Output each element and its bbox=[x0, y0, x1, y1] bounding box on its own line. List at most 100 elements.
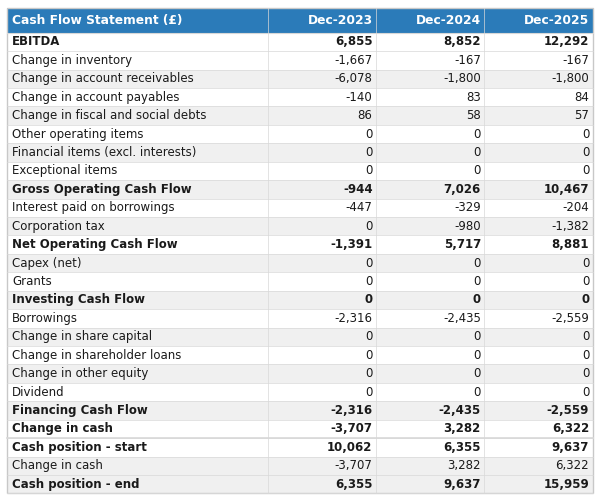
Text: -1,667: -1,667 bbox=[334, 54, 373, 67]
Text: Change in fiscal and social debts: Change in fiscal and social debts bbox=[12, 109, 206, 122]
Text: 0: 0 bbox=[473, 128, 481, 141]
Bar bbox=[484, 456, 593, 475]
Bar bbox=[268, 180, 376, 198]
Text: 83: 83 bbox=[466, 91, 481, 104]
Bar bbox=[7, 198, 268, 217]
Text: -140: -140 bbox=[346, 91, 373, 104]
Text: -6,078: -6,078 bbox=[335, 72, 373, 85]
Bar bbox=[376, 365, 484, 383]
Text: -3,707: -3,707 bbox=[335, 459, 373, 472]
Text: 7,026: 7,026 bbox=[443, 183, 481, 196]
Bar bbox=[376, 254, 484, 273]
Text: 0: 0 bbox=[582, 146, 589, 159]
Bar bbox=[376, 125, 484, 143]
Bar bbox=[484, 33, 593, 51]
Bar bbox=[376, 456, 484, 475]
Text: Change in other equity: Change in other equity bbox=[12, 367, 148, 380]
Bar bbox=[376, 383, 484, 401]
Text: 0: 0 bbox=[365, 220, 373, 233]
Bar bbox=[484, 475, 593, 493]
Bar bbox=[484, 125, 593, 143]
Bar bbox=[7, 328, 268, 346]
Text: -2,559: -2,559 bbox=[547, 404, 589, 417]
Bar bbox=[484, 198, 593, 217]
Bar bbox=[7, 235, 268, 254]
Bar bbox=[484, 107, 593, 125]
Bar bbox=[484, 291, 593, 309]
Bar bbox=[376, 309, 484, 328]
Bar bbox=[7, 383, 268, 401]
Text: -1,382: -1,382 bbox=[551, 220, 589, 233]
Text: 0: 0 bbox=[473, 349, 481, 362]
Text: 3,282: 3,282 bbox=[448, 459, 481, 472]
Text: 0: 0 bbox=[365, 257, 373, 270]
Bar bbox=[268, 51, 376, 70]
Text: Grants: Grants bbox=[12, 275, 52, 288]
Bar bbox=[376, 475, 484, 493]
Text: 15,959: 15,959 bbox=[544, 478, 589, 491]
Text: 0: 0 bbox=[365, 386, 373, 399]
Bar bbox=[376, 8, 484, 33]
Bar bbox=[7, 456, 268, 475]
Bar bbox=[268, 235, 376, 254]
Text: 58: 58 bbox=[466, 109, 481, 122]
Text: Cash position - end: Cash position - end bbox=[12, 478, 139, 491]
Text: Exceptional items: Exceptional items bbox=[12, 164, 118, 177]
Bar bbox=[268, 291, 376, 309]
Text: Cash position - start: Cash position - start bbox=[12, 441, 147, 454]
Bar bbox=[7, 180, 268, 198]
Text: -167: -167 bbox=[454, 54, 481, 67]
Bar bbox=[376, 143, 484, 162]
Text: 0: 0 bbox=[582, 128, 589, 141]
Text: 86: 86 bbox=[358, 109, 373, 122]
Bar bbox=[268, 383, 376, 401]
Text: EBITDA: EBITDA bbox=[12, 36, 61, 49]
Bar bbox=[484, 309, 593, 328]
Bar bbox=[268, 328, 376, 346]
Text: -1,391: -1,391 bbox=[331, 238, 373, 251]
Text: 0: 0 bbox=[365, 367, 373, 380]
Bar bbox=[7, 88, 268, 107]
Text: Cash Flow Statement (£): Cash Flow Statement (£) bbox=[12, 14, 182, 27]
Text: 84: 84 bbox=[574, 91, 589, 104]
Text: 0: 0 bbox=[365, 275, 373, 288]
Bar bbox=[484, 401, 593, 420]
Bar bbox=[376, 33, 484, 51]
Text: 0: 0 bbox=[582, 164, 589, 177]
Text: 6,355: 6,355 bbox=[443, 441, 481, 454]
Bar bbox=[484, 254, 593, 273]
Text: 0: 0 bbox=[473, 330, 481, 343]
Bar bbox=[268, 88, 376, 107]
Bar bbox=[484, 162, 593, 180]
Text: 0: 0 bbox=[365, 146, 373, 159]
Bar bbox=[268, 420, 376, 438]
Text: 0: 0 bbox=[473, 275, 481, 288]
Text: Financial items (excl. interests): Financial items (excl. interests) bbox=[12, 146, 196, 159]
Text: -2,316: -2,316 bbox=[335, 312, 373, 325]
Text: 0: 0 bbox=[364, 294, 373, 307]
Bar bbox=[7, 475, 268, 493]
Text: 9,637: 9,637 bbox=[443, 478, 481, 491]
Text: 0: 0 bbox=[582, 367, 589, 380]
Text: 0: 0 bbox=[582, 330, 589, 343]
Bar bbox=[376, 198, 484, 217]
Text: 6,855: 6,855 bbox=[335, 36, 373, 49]
Text: Dec-2024: Dec-2024 bbox=[416, 14, 481, 27]
Text: 0: 0 bbox=[582, 386, 589, 399]
Text: -204: -204 bbox=[562, 201, 589, 214]
Bar bbox=[7, 217, 268, 235]
Bar bbox=[484, 143, 593, 162]
Bar bbox=[7, 365, 268, 383]
Bar bbox=[268, 33, 376, 51]
Text: 3,282: 3,282 bbox=[443, 422, 481, 435]
Bar bbox=[376, 291, 484, 309]
Bar bbox=[7, 125, 268, 143]
Text: 6,355: 6,355 bbox=[335, 478, 373, 491]
Bar bbox=[376, 328, 484, 346]
Text: 57: 57 bbox=[574, 109, 589, 122]
Bar bbox=[376, 107, 484, 125]
Text: Change in account receivables: Change in account receivables bbox=[12, 72, 194, 85]
Text: -2,559: -2,559 bbox=[551, 312, 589, 325]
Text: -980: -980 bbox=[454, 220, 481, 233]
Text: -2,435: -2,435 bbox=[439, 404, 481, 417]
